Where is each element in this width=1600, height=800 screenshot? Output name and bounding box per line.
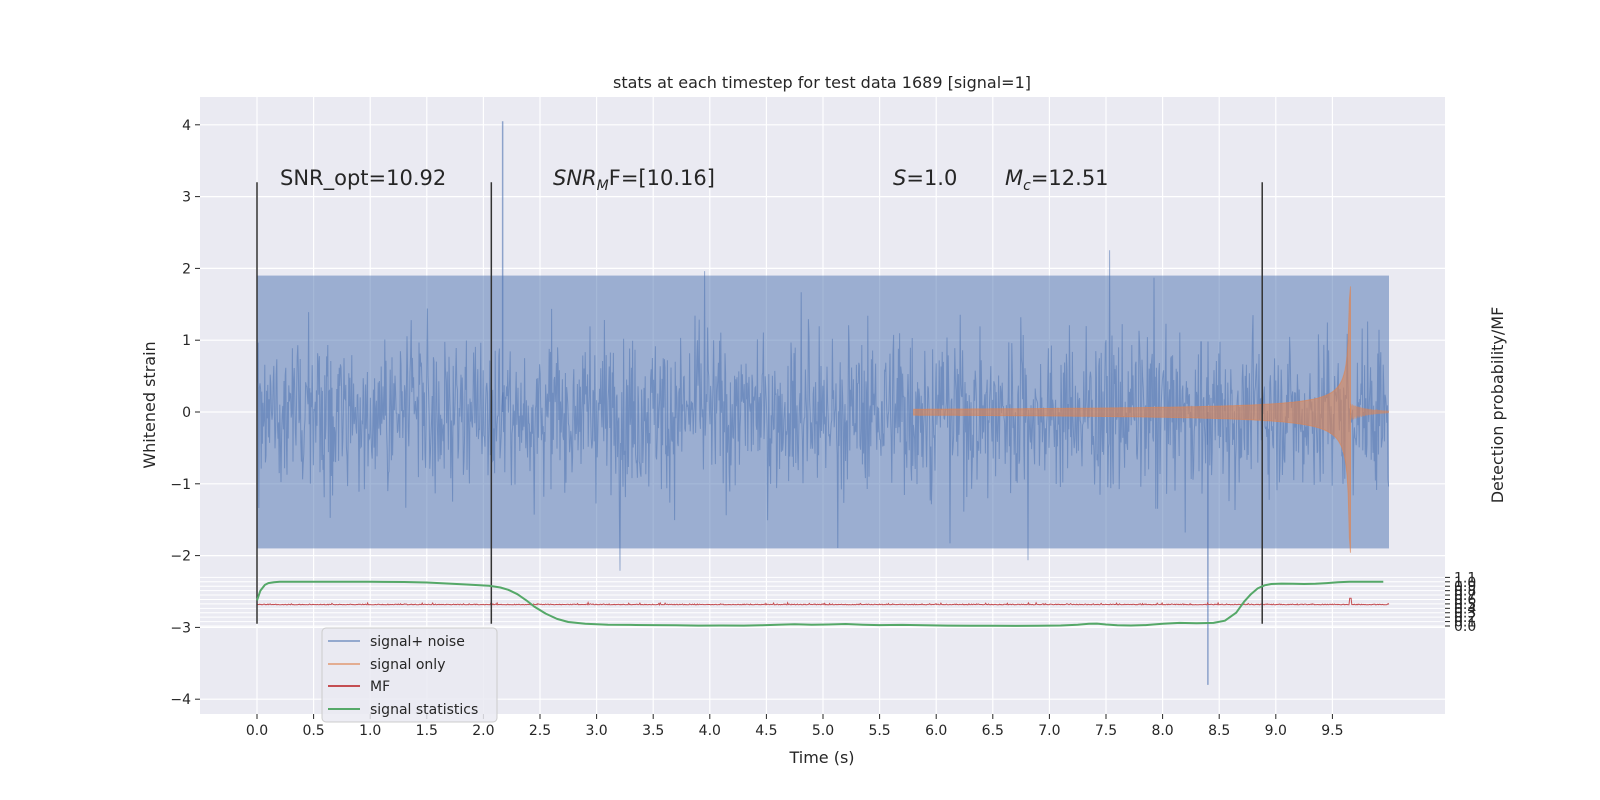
x-tick-label: 1.0: [359, 723, 381, 739]
y-right-tick-label: 0.8: [1454, 584, 1476, 600]
y-left-tick-label: −2: [170, 549, 191, 565]
annotation-s: S=1.0: [893, 166, 957, 190]
y-right-tick-label: 0.2: [1454, 610, 1476, 626]
stat-line: [256, 580, 1384, 627]
y-left-tick-label: 1: [182, 333, 191, 349]
y-left-tick-label: −4: [170, 692, 191, 708]
x-tick-label: 8.0: [1151, 723, 1173, 739]
x-tick-label: 7.0: [1038, 723, 1060, 739]
x-axis-label: Time (s): [788, 748, 854, 767]
y-axis-label-left: Whitened strain: [140, 341, 159, 468]
legend: signal+ noise signal only MF signal stat…: [321, 627, 498, 723]
x-tick-label: 2.5: [529, 723, 551, 739]
x-tick-label: 5.0: [812, 723, 834, 739]
y-right-tick-label: 0.4: [1454, 601, 1476, 617]
legend-label-noise: signal+ noise: [370, 634, 465, 650]
annotation-snr-opt: SNR_opt=10.92: [280, 166, 446, 191]
annotation-snr-mf: SNRMF=[10.16]: [553, 166, 715, 194]
x-tick-label: 3.5: [642, 723, 664, 739]
signal-statistics-trace: [256, 580, 1384, 627]
chirp-envelope: [913, 286, 1351, 553]
x-tick-label: 1.5: [416, 723, 438, 739]
y-axis-label-right: Detection probability/MF: [1488, 307, 1507, 504]
y-left-tick-label: −3: [170, 620, 191, 636]
x-tick-label: 6.5: [982, 723, 1004, 739]
marker-vlines: [256, 182, 1263, 624]
y-right-tick-label: 0.1: [1454, 615, 1476, 631]
x-tick-label: 7.5: [1095, 723, 1117, 739]
mf-line: [256, 597, 1390, 606]
legend-label-mf: MF: [370, 679, 390, 695]
y-right-tick-label: 1.0: [1454, 575, 1476, 591]
y-right-tick-label: 1.1: [1454, 570, 1476, 586]
x-tick-label: 0.0: [246, 723, 268, 739]
signal-only-trace: [913, 286, 1390, 553]
y-left-tick-label: 0: [182, 405, 191, 421]
x-tick-label: 3.0: [585, 723, 607, 739]
y-right-tick-label: 0.7: [1454, 588, 1476, 604]
y-right-tick-label: 0.3: [1454, 606, 1476, 622]
y-right-tick-label: 0.6: [1454, 592, 1476, 608]
x-tick-label: 8.5: [1208, 723, 1230, 739]
y-axis-right-ticks: 0.00.10.20.30.40.50.60.70.80.91.01.1: [1445, 570, 1476, 635]
chirp-tail: [1350, 403, 1390, 420]
y-left-tick-label: 4: [182, 118, 191, 134]
x-axis-ticks: 0.0 0.5 1.0 1.5 2.0 2.5 3.0 3.5 4.0 4.5 5.0 5.5 6.0 6…: [246, 714, 1344, 739]
x-tick-label: 2.0: [472, 723, 494, 739]
x-tick-label: 9.5: [1321, 723, 1343, 739]
y-left-tick-label: 2: [182, 261, 191, 277]
y-left-tick-label: 3: [182, 190, 191, 206]
y-left-tick-label: −1: [170, 477, 191, 493]
x-tick-label: 4.5: [755, 723, 777, 739]
legend-label-signal: signal only: [370, 657, 445, 673]
y-right-tick-label: 0.0: [1454, 619, 1476, 635]
x-tick-label: 0.5: [302, 723, 324, 739]
y-right-tick-label: 0.9: [1454, 579, 1476, 595]
x-tick-label: 4.0: [699, 723, 721, 739]
chart-title: stats at each timestep for test data 168…: [613, 73, 1031, 92]
x-tick-label: 5.5: [868, 723, 890, 739]
annotation-mc: Mc=12.51: [1005, 166, 1109, 194]
y-right-tick-label: 0.5: [1454, 597, 1476, 613]
y-axis-left-ticks: −4 −3 −2 −1 0 1 2 3 4: [170, 118, 200, 708]
legend-label-stat: signal statistics: [370, 702, 478, 718]
x-tick-label: 9.0: [1265, 723, 1287, 739]
legend-box: [321, 627, 498, 723]
x-tick-label: 6.0: [925, 723, 947, 739]
mf-trace: [256, 597, 1390, 606]
